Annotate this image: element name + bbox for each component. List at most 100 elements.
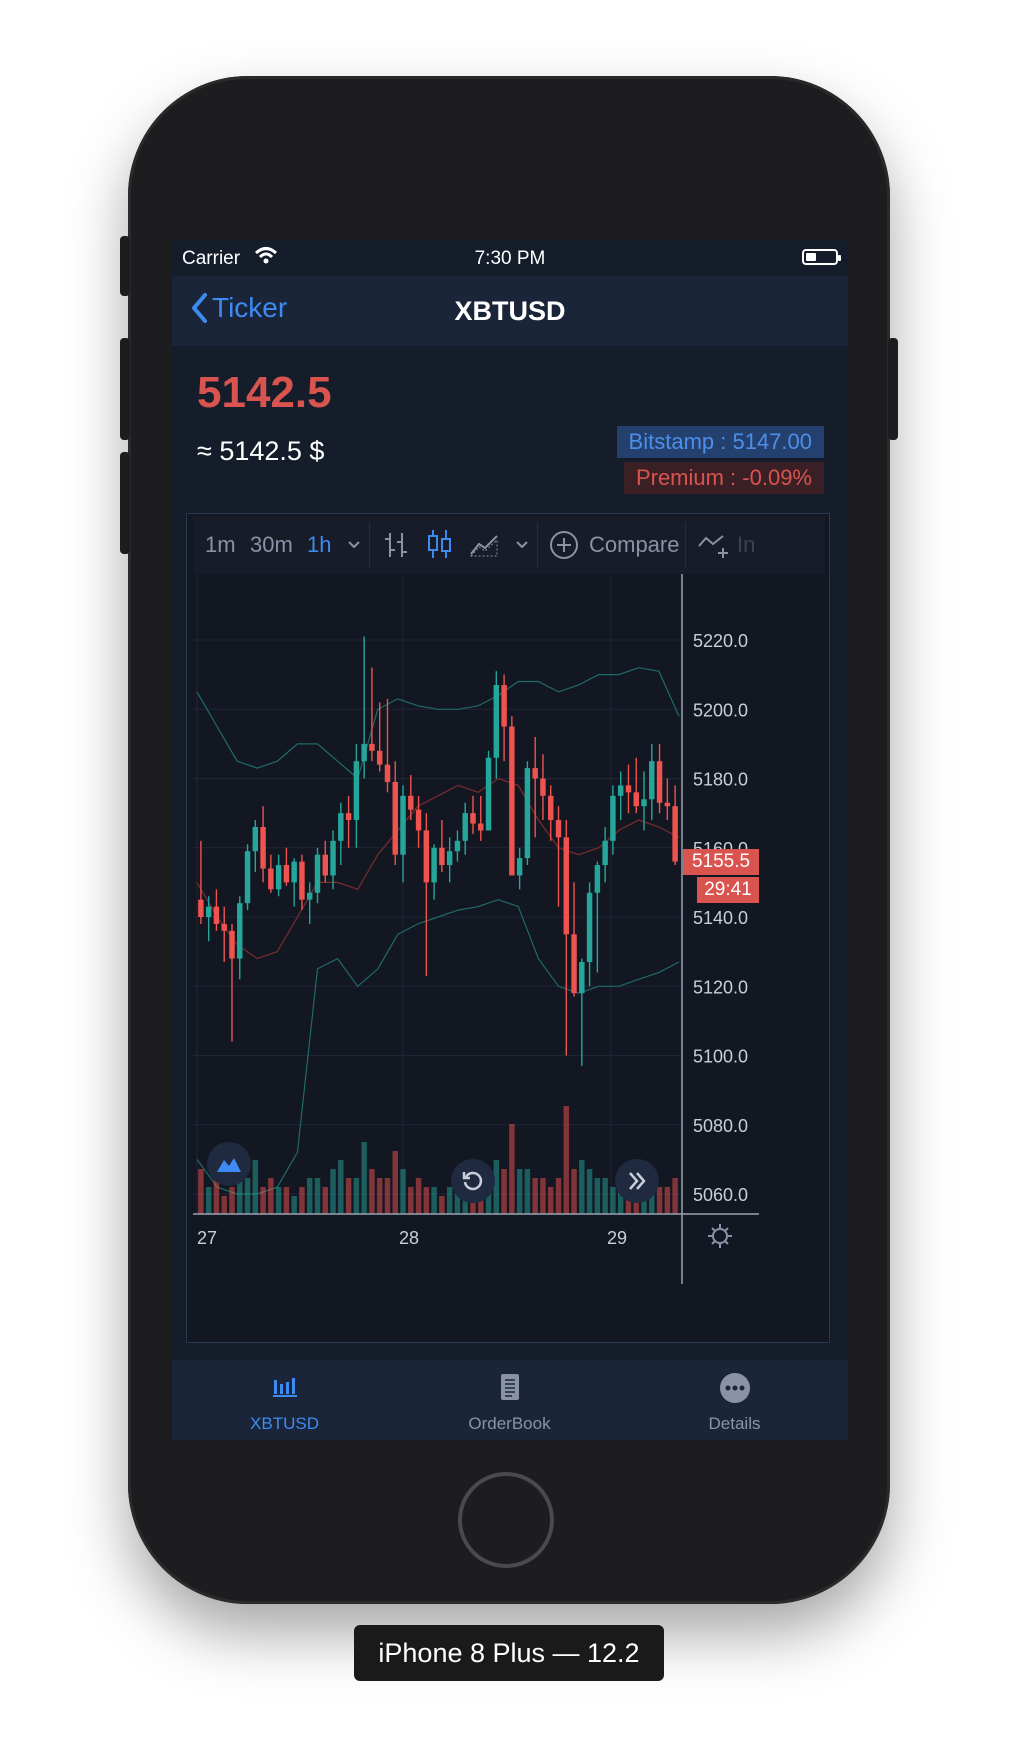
chevron-left-icon xyxy=(192,293,207,323)
candle-body xyxy=(516,858,523,876)
volume-bar xyxy=(330,1169,336,1214)
candle-body xyxy=(322,854,328,876)
volume-bar xyxy=(586,1169,593,1214)
volume-bar xyxy=(423,1187,430,1214)
chart-type-button[interactable] xyxy=(207,1142,251,1186)
candle-body xyxy=(376,750,383,765)
candle-body xyxy=(400,795,406,855)
tab-xbtusd[interactable]: XBTUSD xyxy=(172,1360,397,1440)
double-chevron-right-icon xyxy=(629,1172,646,1190)
compare-button[interactable]: Compare xyxy=(589,532,680,557)
candle-body xyxy=(555,820,562,838)
volume-bar xyxy=(555,1178,562,1214)
price-chart[interactable]: 5220.05200.05180.05160.05140.05120.05100… xyxy=(193,574,825,1284)
home-button[interactable] xyxy=(458,1472,554,1568)
candles-style-icon[interactable] xyxy=(427,528,453,560)
candle-body xyxy=(664,802,671,807)
candle-body xyxy=(291,861,297,883)
candle-body xyxy=(283,865,290,883)
volume-bar xyxy=(656,1187,663,1214)
volume-bar xyxy=(299,1187,305,1214)
tab-label: Details xyxy=(708,1414,761,1433)
volume-bar xyxy=(268,1178,274,1214)
back-label: Ticker xyxy=(212,292,288,323)
y-tick-label: 5120.0 xyxy=(693,977,748,997)
scroll-to-latest-button[interactable] xyxy=(615,1159,659,1203)
candle-body xyxy=(633,792,639,807)
carrier-label: Carrier xyxy=(182,248,241,269)
volume-bar xyxy=(408,1187,414,1214)
volume-bar xyxy=(617,1187,624,1214)
interval-1m[interactable]: 1m xyxy=(205,532,236,557)
candle-body xyxy=(205,906,212,917)
chart-settings-gear-icon[interactable] xyxy=(708,1224,732,1248)
candle-body xyxy=(314,854,321,893)
volume-bar xyxy=(376,1178,383,1214)
more-icon xyxy=(719,1373,750,1403)
tab-details[interactable]: Details xyxy=(622,1360,847,1440)
x-tick-label: 29 xyxy=(607,1228,627,1248)
toolbar-divider xyxy=(685,522,686,568)
volume-bar xyxy=(198,1169,204,1214)
candle-body xyxy=(431,847,437,883)
device-label: iPhone 8 Plus — 12.2 xyxy=(354,1625,664,1681)
candle-body xyxy=(423,830,430,883)
candle-body xyxy=(571,934,577,994)
back-button[interactable]: Ticker xyxy=(190,292,287,324)
candle-body xyxy=(501,685,507,727)
volume-bar xyxy=(205,1187,212,1214)
tab-orderbook[interactable]: OrderBook xyxy=(397,1360,622,1440)
volume-bar xyxy=(493,1160,500,1214)
y-tick-label: 5080.0 xyxy=(693,1116,748,1136)
mute-switch xyxy=(120,236,130,296)
status-time: 7:30 PM xyxy=(474,248,546,269)
reset-chart-button[interactable] xyxy=(451,1159,495,1203)
candle-body xyxy=(353,761,360,821)
volume-bar xyxy=(369,1169,375,1214)
candle-body xyxy=(198,899,204,917)
volume-bar xyxy=(509,1124,515,1214)
volume-bar xyxy=(384,1178,391,1214)
volume-bar xyxy=(400,1169,406,1214)
document-icon xyxy=(500,1374,519,1400)
volume-bar xyxy=(439,1196,445,1214)
candle-body xyxy=(524,768,531,859)
volume-bar xyxy=(563,1106,569,1214)
volume-bar xyxy=(478,1196,484,1214)
candle-body xyxy=(493,685,500,758)
volume-bar xyxy=(221,1196,227,1214)
interval-30m[interactable]: 30m xyxy=(250,532,293,557)
volume-bar xyxy=(672,1178,678,1214)
candle-countdown-marker: 29:41 xyxy=(697,877,759,903)
bars-style-icon[interactable] xyxy=(383,530,409,560)
candle-body xyxy=(275,865,282,890)
volume-bar xyxy=(392,1151,398,1214)
app-screen: Carrier 7:30 PM Ticker XBTUSD 5142.5 ≈ 5… xyxy=(172,240,848,1440)
volume-bar xyxy=(229,1187,235,1214)
style-dropdown-icon[interactable] xyxy=(515,540,529,550)
volume-up-button xyxy=(120,338,130,440)
volume-down-button xyxy=(120,452,130,554)
upper-band-line xyxy=(196,667,680,780)
volume-bar xyxy=(540,1178,546,1214)
candle-body xyxy=(617,785,624,796)
indicators-label[interactable]: In xyxy=(737,532,756,557)
candle-body xyxy=(244,851,251,904)
last-price-marker: 5155.5 xyxy=(683,849,759,875)
interval-dropdown-icon[interactable] xyxy=(347,540,361,550)
compare-plus-icon[interactable] xyxy=(549,530,579,560)
candle-body xyxy=(221,923,227,931)
indicators-icon[interactable] xyxy=(697,532,731,560)
usd-equivalent: ≈ 5142.5 $ xyxy=(197,436,325,466)
volume-bar xyxy=(291,1196,297,1214)
toolbar-divider xyxy=(369,522,370,568)
volume-bar xyxy=(431,1187,437,1214)
candle-body xyxy=(268,868,274,890)
toolbar-divider xyxy=(537,522,538,568)
interval-1h[interactable]: 1h xyxy=(307,532,332,557)
area-style-icon[interactable] xyxy=(469,532,499,558)
volume-bar xyxy=(602,1178,608,1214)
volume-bar xyxy=(571,1169,577,1214)
candle-body xyxy=(369,743,375,751)
volume-bar xyxy=(275,1187,282,1214)
